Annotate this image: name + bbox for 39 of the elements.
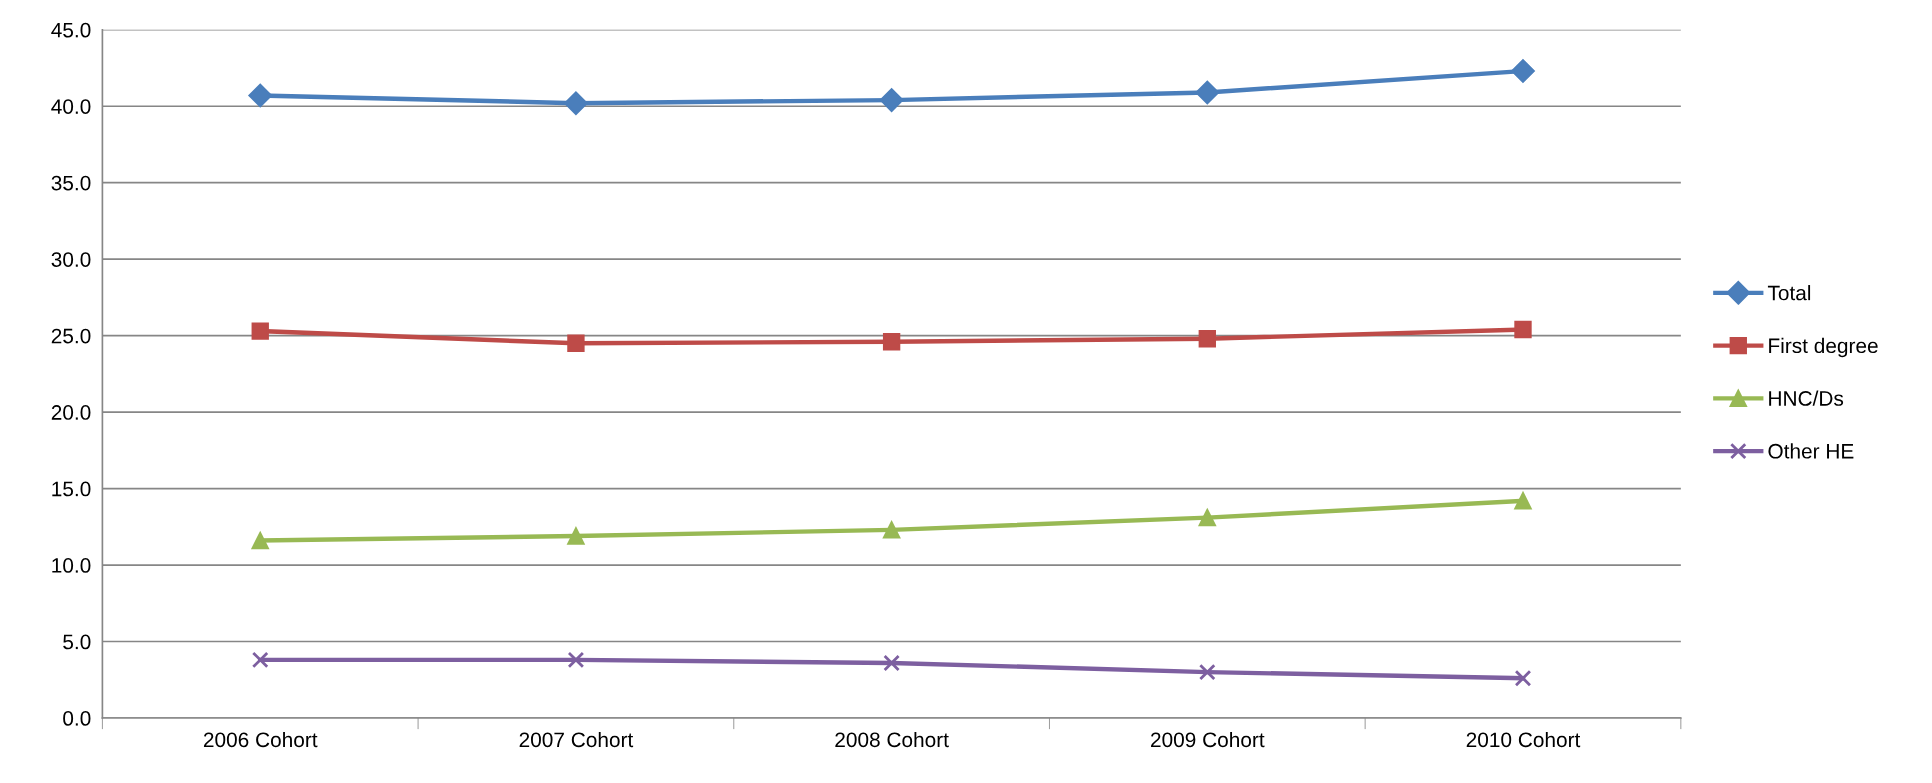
point: [1198, 330, 1216, 348]
point: [882, 333, 901, 351]
y-tick-label: 40.0: [51, 99, 91, 114]
y-tick-label: 35.0: [51, 175, 91, 191]
point: [567, 527, 585, 545]
y-tick-label: 25.0: [51, 328, 91, 344]
point: [1511, 59, 1535, 83]
point: [1198, 663, 1216, 681]
point: [564, 91, 588, 116]
legend-label: Total: [1767, 285, 1811, 301]
x-tick-label: 2006 Cohort: [203, 731, 318, 748]
y-tick-label: 30.0: [51, 252, 91, 267]
point: [882, 521, 901, 539]
y-tick-label: 15.0: [52, 481, 91, 497]
x-tick-label: 2010 Cohort: [1466, 731, 1581, 748]
point: [1514, 669, 1532, 687]
point: [1198, 508, 1216, 527]
y-tick-label: 0.0: [63, 711, 91, 726]
legend-label: HNC/Ds: [1769, 390, 1844, 406]
point: [567, 651, 585, 669]
x-tick-label: 2009 Cohort: [1151, 731, 1265, 748]
point: [1195, 80, 1220, 105]
legend-label: First degree: [1769, 337, 1878, 358]
x-tick-label: 2007 Cohort: [519, 731, 634, 748]
point: [879, 88, 904, 112]
point: [251, 531, 269, 550]
y-tick-label: 20.0: [51, 405, 91, 420]
point: [1514, 320, 1532, 339]
y-tick-label: 10.0: [52, 558, 91, 573]
x-tick-label: 2008 Cohort: [835, 731, 949, 748]
point: [251, 322, 269, 340]
point: [1514, 492, 1532, 510]
legend-label: Other HE: [1768, 443, 1854, 459]
y-tick-label: 45.0: [51, 22, 91, 38]
point: [248, 83, 273, 108]
point: [567, 334, 585, 352]
y-tick-label: 5.0: [63, 634, 91, 650]
point: [251, 651, 269, 669]
point: [883, 654, 900, 672]
